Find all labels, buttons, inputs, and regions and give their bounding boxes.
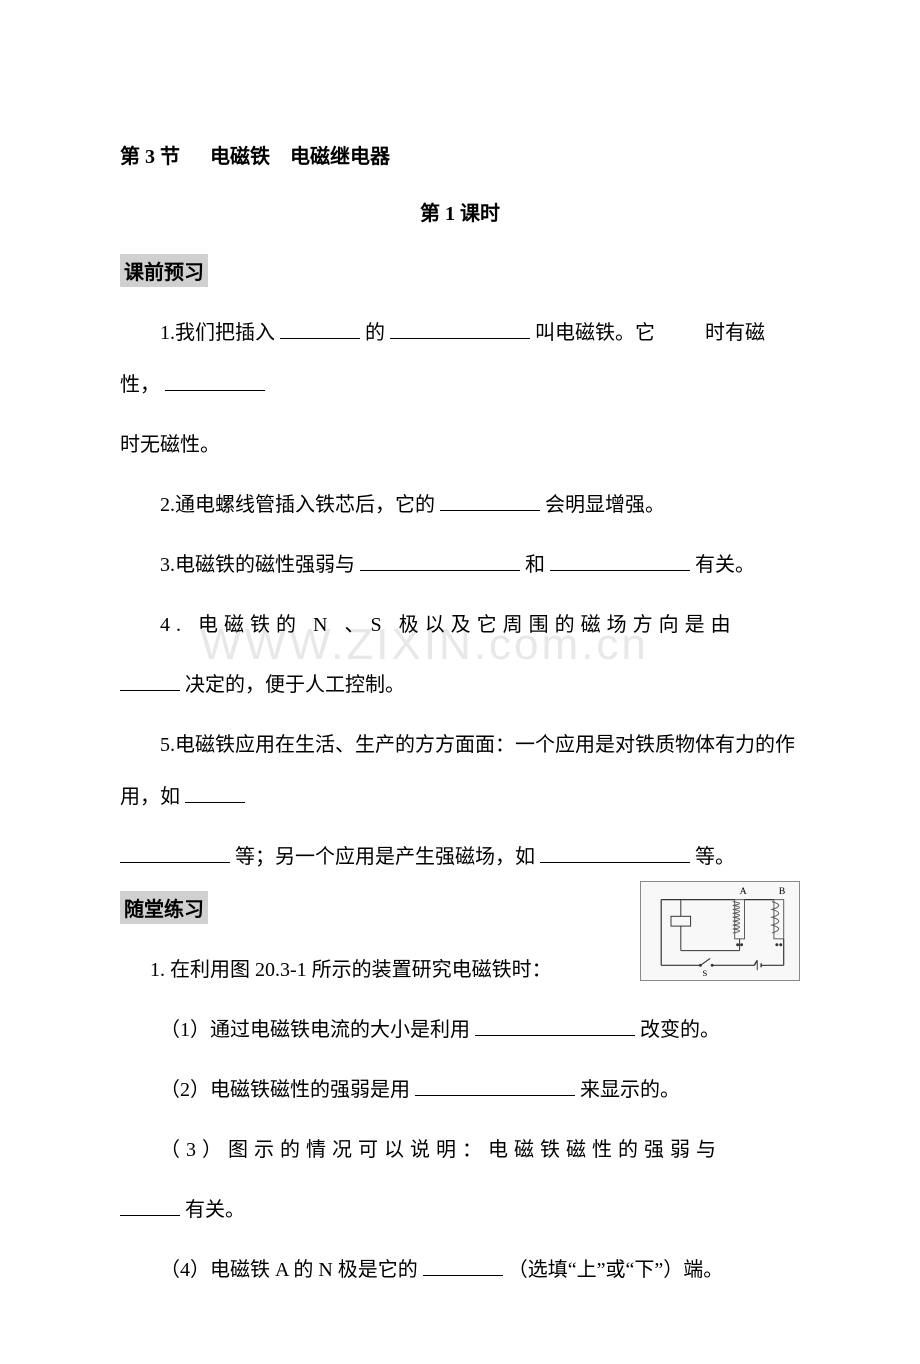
figure-label-a: A — [740, 886, 747, 897]
blank-fill — [415, 1076, 575, 1096]
practice-p2: （2）电磁铁磁性的强弱是用 来显示的。 — [120, 1064, 800, 1116]
preview-q5-line1: 5.电磁铁应用在生活、生产的方方面面：一个应用是对铁质物体有力的作用，如 — [120, 719, 800, 823]
q1-text-a: 1.我们把插入 — [160, 322, 275, 344]
figure-label-s: S — [702, 968, 707, 978]
blank-fill — [748, 611, 788, 631]
preview-header: 课前预习 — [120, 254, 208, 287]
section-number: 第 3 节 — [120, 146, 180, 168]
practice-p1: （1）通过电磁铁电流的大小是利用 改变的。 — [120, 1004, 800, 1056]
q5-text-c: 等。 — [695, 846, 735, 868]
blank-fill — [280, 319, 360, 339]
p4-text-a: （4）电磁铁 A 的 N 极是它的 — [160, 1259, 418, 1281]
figure-label-b: B — [779, 886, 786, 897]
q4-text-b: 决定的，便于人工控制。 — [185, 674, 405, 696]
blank-fill — [440, 491, 540, 511]
section-title: 第 3 节 电磁铁 电磁继电器 — [120, 140, 800, 169]
practice-p4: （4）电磁铁 A 的 N 极是它的 （选填“上”或“下”）端。 — [120, 1244, 800, 1296]
q1-text-e: 时无磁性。 — [120, 434, 220, 456]
blank-fill — [423, 1256, 503, 1276]
blank-fill — [360, 551, 520, 571]
preview-q2: 2.通电螺线管插入铁芯后，它的 会明显增强。 — [120, 479, 800, 531]
q2-text-b: 会明显增强。 — [545, 494, 665, 516]
circuit-figure: A B S — [640, 881, 800, 981]
preview-q3: 3.电磁铁的磁性强弱与 和 有关。 — [120, 539, 800, 591]
preview-q5-line2: 等；另一个应用是产生强磁场，如 等。 — [120, 831, 800, 883]
q3-text-b: 和 — [525, 554, 545, 576]
preview-q1-line2: 时无磁性。 — [120, 419, 800, 471]
practice-p3-line1: （3）图示的情况可以说明：电磁铁磁性的强弱与 — [120, 1124, 800, 1176]
blank-fill — [550, 551, 690, 571]
practice-p3-line2: 有关。 — [120, 1184, 800, 1236]
blank-fill — [120, 671, 180, 691]
p2-text-b: 来显示的。 — [580, 1079, 680, 1101]
q1-text-b: 的 — [365, 322, 385, 344]
blank-fill — [390, 319, 530, 339]
practice-header: 随堂练习 — [120, 891, 208, 924]
p3-text-b: 有关。 — [185, 1199, 245, 1221]
preview-q4-line2: 决定的，便于人工控制。 — [120, 659, 800, 711]
section-name: 电磁铁 电磁继电器 — [210, 146, 390, 168]
p1-text-b: 改变的。 — [640, 1019, 720, 1041]
q5-text-b: 等；另一个应用是产生强磁场，如 — [235, 846, 535, 868]
preview-q1-line1: 1.我们把插入 的 叫电磁铁。它 时有磁性， — [120, 307, 800, 411]
blank-fill — [120, 843, 230, 863]
q2-text-a: 2.通电螺线管插入铁芯后，它的 — [160, 494, 435, 516]
blank-fill — [165, 371, 265, 391]
blank-fill — [185, 783, 245, 803]
circuit-diagram-icon: A B S — [641, 882, 799, 980]
q4-text-a: 4. 电磁铁的 N 、S 极以及它周围的磁场方向是由 — [160, 614, 737, 636]
blank-fill — [540, 843, 690, 863]
blank-fill — [660, 319, 700, 339]
p4-text-b: （选填“上”或“下”）端。 — [508, 1259, 724, 1281]
lesson-subtitle: 第 1 课时 — [120, 197, 800, 226]
blank-fill — [120, 1196, 180, 1216]
q3-text-c: 有关。 — [695, 554, 755, 576]
p1-text-a: （1）通过电磁铁电流的大小是利用 — [160, 1019, 470, 1041]
document-content: 第 3 节 电磁铁 电磁继电器 第 1 课时 课前预习 1.我们把插入 的 叫电… — [120, 140, 800, 1296]
p3-text-a: （3）图示的情况可以说明：电磁铁磁性的强弱与 — [160, 1139, 722, 1161]
blank-fill — [475, 1016, 635, 1036]
q1-text-c: 叫电磁铁。它 — [535, 322, 655, 344]
preview-q4-line1: 4. 电磁铁的 N 、S 极以及它周围的磁场方向是由 — [120, 599, 800, 651]
q3-text-a: 3.电磁铁的磁性强弱与 — [160, 554, 355, 576]
p2-text-a: （2）电磁铁磁性的强弱是用 — [160, 1079, 410, 1101]
